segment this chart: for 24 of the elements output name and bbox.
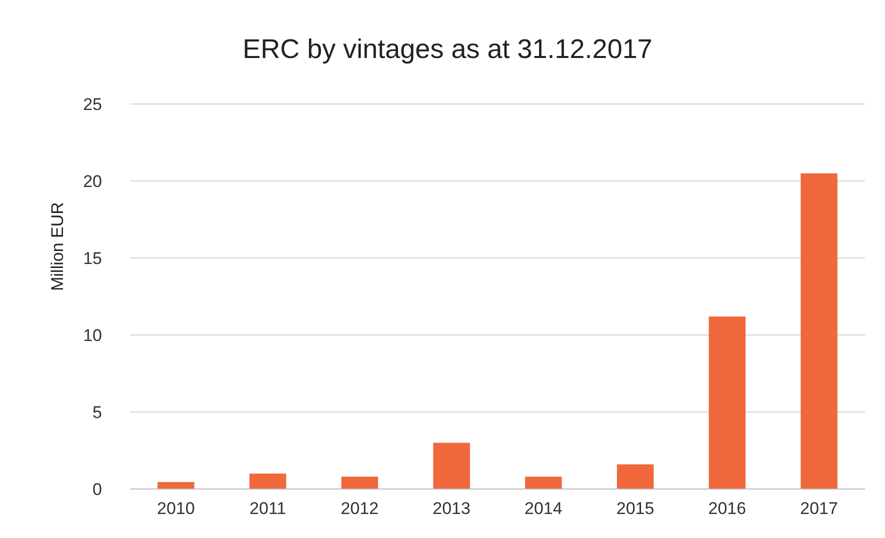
x-tick-label: 2012 — [340, 499, 379, 518]
bar — [525, 476, 562, 489]
y-tick-label: 10 — [83, 326, 102, 345]
bar — [800, 173, 838, 489]
bar — [158, 482, 194, 489]
y-tick-label: 5 — [92, 402, 102, 422]
bar — [341, 476, 378, 489]
y-tick-label: 20 — [83, 172, 102, 191]
x-tick-label: 2015 — [616, 499, 654, 518]
y-axis-title: Million EUR — [48, 202, 67, 291]
bar — [616, 464, 654, 489]
x-tick-label: 2011 — [250, 499, 286, 518]
x-tick-label: 2010 — [157, 499, 195, 518]
x-tick-label: 2016 — [708, 499, 746, 518]
bar — [249, 474, 286, 489]
bar — [433, 442, 470, 489]
bar — [708, 316, 746, 489]
x-tick-label: 2017 — [800, 499, 838, 518]
y-tick-label: 15 — [83, 248, 102, 268]
x-tick-label: 2014 — [524, 499, 562, 518]
x-tick-label: 2013 — [432, 499, 470, 518]
y-tick-label: 0 — [92, 480, 102, 499]
chart-title: ERC by vintages as at 31.12.2017 — [242, 34, 652, 64]
y-tick-label: 25 — [83, 94, 102, 114]
